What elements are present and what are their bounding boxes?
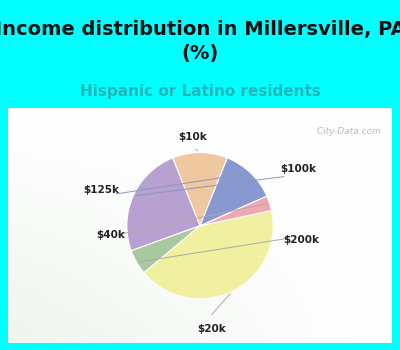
Text: $40k: $40k (96, 230, 125, 240)
Wedge shape (144, 211, 273, 299)
Wedge shape (127, 158, 200, 251)
Text: Hispanic or Latino residents: Hispanic or Latino residents (80, 84, 320, 99)
Text: $100k: $100k (280, 164, 316, 174)
Text: $10k: $10k (178, 132, 207, 142)
Text: $20k: $20k (197, 324, 226, 334)
Wedge shape (172, 153, 228, 226)
Wedge shape (200, 196, 272, 226)
Text: $200k: $200k (283, 235, 319, 245)
Text: $125k: $125k (84, 185, 120, 195)
Wedge shape (131, 226, 200, 273)
Text: City-Data.com: City-Data.com (314, 127, 380, 136)
Wedge shape (200, 158, 267, 226)
Text: Income distribution in Millersville, PA
(%): Income distribution in Millersville, PA … (0, 20, 400, 63)
